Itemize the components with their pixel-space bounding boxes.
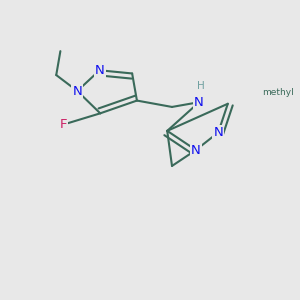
Text: methyl: methyl: [262, 88, 294, 97]
Text: H: H: [197, 81, 204, 92]
Text: F: F: [60, 118, 67, 131]
Text: N: N: [194, 96, 204, 109]
Text: N: N: [191, 143, 201, 157]
Text: N: N: [72, 85, 82, 98]
Text: N: N: [213, 126, 223, 139]
Text: N: N: [95, 64, 104, 77]
